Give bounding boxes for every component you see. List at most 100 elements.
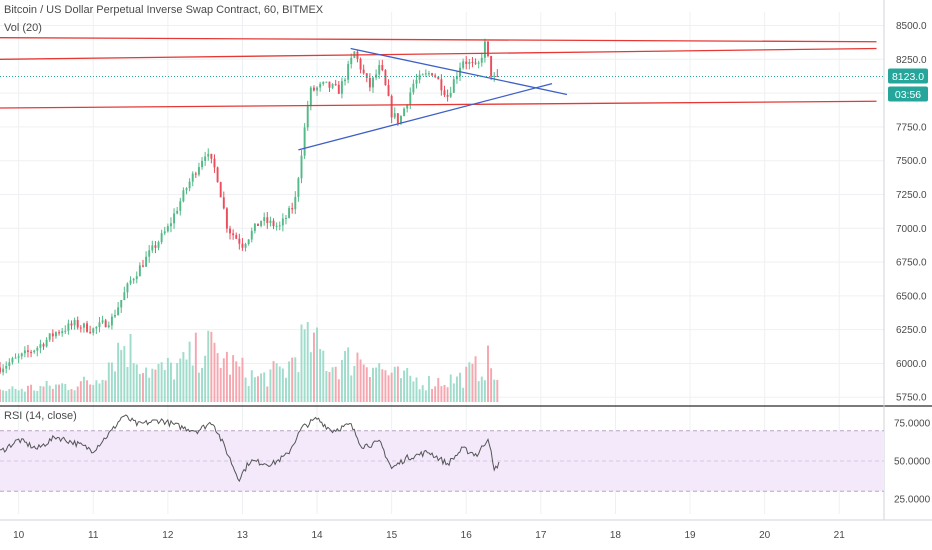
candle-body-64 [197,167,200,175]
candle-body-47 [145,256,148,267]
candle-body-152 [471,61,474,63]
volume-bar-128 [396,366,399,402]
volume-bar-98 [303,329,306,402]
trendline-blue-4 [298,83,553,151]
candle-body-83 [257,223,259,226]
volume-bar-26 [79,381,82,402]
candle-body-149 [462,61,465,68]
volume-bar-82 [253,377,256,402]
volume-bar-150 [465,366,468,402]
candle-body-121 [375,74,378,78]
volume-bar-113 [350,375,353,402]
candle-body-91 [281,218,284,226]
candle-body-116 [359,58,362,70]
candle-body-142 [440,79,443,91]
countdown-badge-label: 03:56 [895,89,921,101]
volume-bar-91 [281,368,284,402]
volume-bar-138 [427,376,430,402]
candle-body-96 [297,178,300,197]
volume-bar-66 [204,355,207,402]
volume-bar-78 [241,357,244,402]
time-tick-label: 11 [88,530,99,541]
candle-body-70 [216,167,219,183]
candle-body-6 [17,356,20,358]
candle-body-98 [303,127,306,156]
candle-body-53 [163,231,166,234]
candle-body-110 [340,81,343,94]
candlesticks [0,38,499,376]
candle-body-8 [23,350,26,354]
volume-bar-118 [365,367,368,402]
candle-body-28 [86,323,88,332]
candle-body-113 [350,57,353,65]
volume-bar-64 [197,372,200,402]
volume-bar-89 [275,363,278,402]
volume-bar-123 [381,369,384,402]
candle-body-22 [67,323,70,331]
volume-bar-159 [493,379,496,402]
candle-body-159 [493,75,496,77]
volume-bar-11 [33,390,36,402]
candle-body-76 [235,235,238,239]
candle-body-94 [291,208,294,210]
time-tick-label: 19 [684,530,696,541]
volume-bar-90 [278,366,281,402]
volume-bar-42 [129,333,132,402]
time-tick-label: 17 [535,530,547,541]
trendlines [0,37,884,151]
candle-body-3 [8,362,11,366]
volume-bar-99 [306,322,309,402]
volume-bar-30 [92,384,95,402]
volume-bar-86 [266,386,269,402]
candle-body-69 [213,158,216,168]
volume-bar-95 [294,357,297,402]
price-tick-label: 7500.0 [896,156,927,167]
candle-body-57 [176,210,179,214]
volume-bar-125 [387,375,390,402]
candle-body-74 [229,228,231,234]
candle-body-71 [219,182,222,198]
volume-bar-21 [64,383,67,402]
candle-body-60 [185,188,188,191]
volume-bar-126 [390,372,393,402]
candle-body-29 [89,331,92,333]
candle-body-40 [123,292,126,301]
volume-bar-5 [14,388,17,402]
candle-body-46 [142,265,144,267]
volume-bar-14 [42,386,45,402]
volume-bar-59 [182,352,185,402]
volume-bar-69 [213,342,216,402]
candle-body-101 [312,87,315,91]
volume-bar-143 [443,384,446,402]
time-tick-label: 12 [162,530,174,541]
volume-bar-115 [356,352,359,402]
volume-bar-157 [487,345,489,402]
candle-body-7 [20,353,23,357]
rsi-label: RSI (14, close) [4,410,77,422]
candle-body-63 [194,173,197,175]
candle-body-112 [347,64,350,80]
candle-body-80 [247,239,250,245]
volume-bar-36 [110,362,113,402]
volume-bar-139 [431,388,434,402]
candle-body-2 [5,365,8,369]
candle-body-27 [82,323,85,328]
volume-bar-88 [272,361,275,402]
candle-body-4 [11,358,14,363]
volume-bar-22 [67,390,70,402]
candle-body-93 [288,208,291,218]
volume-bar-122 [378,363,381,402]
candle-body-84 [260,220,263,226]
candle-body-103 [319,83,322,88]
volume-bar-1 [2,390,5,402]
candle-body-92 [284,217,287,219]
candle-body-51 [157,242,160,248]
candle-body-45 [138,265,141,277]
candle-body-61 [188,181,191,189]
volume-bar-46 [142,373,144,402]
candle-body-89 [275,225,278,227]
volume-bar-129 [400,378,402,402]
candle-body-123 [381,65,384,71]
candle-body-34 [104,320,107,328]
